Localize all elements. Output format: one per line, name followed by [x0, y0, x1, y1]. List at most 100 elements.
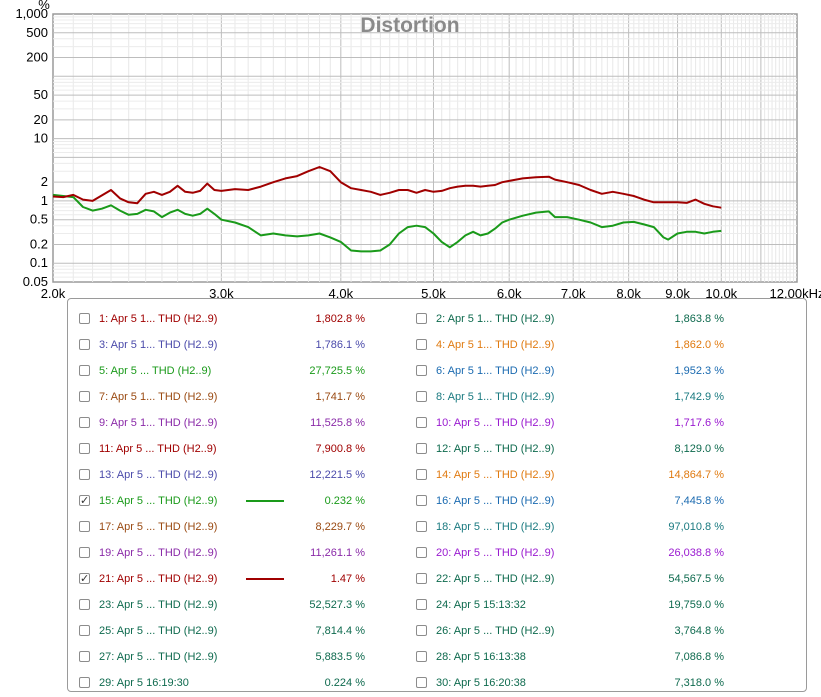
- legend-value: 3,764.8 %: [674, 625, 724, 637]
- legend-checkbox[interactable]: [416, 651, 427, 662]
- legend-item[interactable]: 30: Apr 5 16:20:38 7,318.0 %: [416, 673, 776, 693]
- legend-checkbox[interactable]: [79, 469, 90, 480]
- legend-value: 8,129.0 %: [674, 443, 724, 455]
- legend-checkbox[interactable]: ✓: [79, 573, 90, 585]
- legend-item[interactable]: 13: Apr 5 ... THD (H2..9) 12,221.5 %: [79, 465, 439, 485]
- legend-item[interactable]: 29: Apr 5 16:19:30 0.224 %: [79, 673, 439, 693]
- legend-checkbox[interactable]: [416, 521, 427, 532]
- legend-item[interactable]: 6: Apr 5 1... THD (H2..9) 1,952.3 %: [416, 361, 776, 381]
- legend-item[interactable]: 25: Apr 5 ... THD (H2..9) 7,814.4 %: [79, 621, 439, 641]
- legend-item[interactable]: 26: Apr 5 ... THD (H2..9) 3,764.8 %: [416, 621, 776, 641]
- legend-checkbox[interactable]: [416, 677, 427, 688]
- legend-value: 7,318.0 %: [674, 677, 724, 689]
- legend-value: 7,445.8 %: [674, 495, 724, 507]
- legend-item[interactable]: 27: Apr 5 ... THD (H2..9) 5,883.5 %: [79, 647, 439, 667]
- legend-item[interactable]: 7: Apr 5 1... THD (H2..9) 1,741.7 %: [79, 387, 439, 407]
- legend-checkbox[interactable]: [79, 547, 90, 558]
- legend-checkbox[interactable]: [416, 573, 427, 584]
- y-tick-label: 2: [41, 174, 48, 189]
- series-line-1: [52, 193, 722, 253]
- legend-checkbox[interactable]: [416, 469, 427, 480]
- legend-item[interactable]: 20: Apr 5 ... THD (H2..9) 26,038.8 %: [416, 543, 776, 563]
- legend-value: 0.232 %: [324, 495, 365, 507]
- legend-checkbox[interactable]: [79, 365, 90, 376]
- legend-value: 11,261.1 %: [310, 547, 365, 559]
- legend-checkbox[interactable]: [416, 313, 427, 324]
- legend-checkbox[interactable]: [416, 339, 427, 350]
- legend-label: 7: Apr 5 1... THD (H2..9): [99, 391, 218, 403]
- legend-checkbox[interactable]: [79, 313, 90, 324]
- legend-value: 1,863.8 %: [674, 313, 724, 325]
- grid: [53, 14, 797, 282]
- legend-checkbox[interactable]: [79, 339, 90, 350]
- legend-item[interactable]: 17: Apr 5 ... THD (H2..9) 8,229.7 %: [79, 517, 439, 537]
- legend-checkbox[interactable]: [416, 599, 427, 610]
- legend-checkbox[interactable]: [416, 443, 427, 454]
- legend-label: 11: Apr 5 ... THD (H2..9): [99, 443, 217, 455]
- x-tick-label: 9.0k: [665, 286, 690, 300]
- legend-label: 28: Apr 5 16:13:38: [436, 651, 526, 663]
- legend-item[interactable]: 22: Apr 5 ... THD (H2..9) 54,567.5 %: [416, 569, 776, 589]
- legend-checkbox[interactable]: [416, 495, 427, 506]
- legend-item[interactable]: ✓ 21: Apr 5 ... THD (H2..9) 1.47 %: [79, 569, 439, 589]
- legend-item[interactable]: 12: Apr 5 ... THD (H2..9) 8,129.0 %: [416, 439, 776, 459]
- legend-checkbox[interactable]: [416, 547, 427, 558]
- legend-checkbox[interactable]: ✓: [79, 495, 90, 507]
- legend-label: 1: Apr 5 1... THD (H2..9): [99, 313, 218, 325]
- legend-checkbox[interactable]: [79, 625, 90, 636]
- legend-value: 7,814.4 %: [315, 625, 365, 637]
- legend-checkbox[interactable]: [79, 391, 90, 402]
- legend-item[interactable]: 4: Apr 5 1... THD (H2..9) 1,862.0 %: [416, 335, 776, 355]
- legend-item[interactable]: 11: Apr 5 ... THD (H2..9) 7,900.8 %: [79, 439, 439, 459]
- legend-item[interactable]: 8: Apr 5 1... THD (H2..9) 1,742.9 %: [416, 387, 776, 407]
- legend-item[interactable]: 19: Apr 5 ... THD (H2..9) 11,261.1 %: [79, 543, 439, 563]
- x-tick-label: 8.0k: [616, 286, 641, 300]
- legend-checkbox[interactable]: [79, 417, 90, 428]
- legend-checkbox[interactable]: [79, 599, 90, 610]
- legend-checkbox[interactable]: [416, 417, 427, 428]
- legend-item[interactable]: 24: Apr 5 15:13:32 19,759.0 %: [416, 595, 776, 615]
- legend-checkbox[interactable]: [79, 443, 90, 454]
- y-tick-label: 1,000: [15, 6, 48, 21]
- legend-label: 2: Apr 5 1... THD (H2..9): [436, 313, 555, 325]
- legend-item[interactable]: 10: Apr 5 ... THD (H2..9) 1,717.6 %: [416, 413, 776, 433]
- legend-item[interactable]: 3: Apr 5 1... THD (H2..9) 1,786.1 %: [79, 335, 439, 355]
- legend-label: 17: Apr 5 ... THD (H2..9): [99, 521, 218, 533]
- legend-item[interactable]: 14: Apr 5 ... THD (H2..9) 14,864.7 %: [416, 465, 776, 485]
- legend-item[interactable]: 28: Apr 5 16:13:38 7,086.8 %: [416, 647, 776, 667]
- legend-label: 12: Apr 5 ... THD (H2..9): [436, 443, 555, 455]
- legend-checkbox[interactable]: [79, 521, 90, 532]
- y-tick-label: 0.05: [23, 274, 48, 289]
- legend-item[interactable]: 1: Apr 5 1... THD (H2..9) 1,802.8 %: [79, 309, 439, 329]
- y-tick-label: 500: [26, 25, 48, 40]
- legend-value: 26,038.8 %: [668, 547, 724, 559]
- legend-item[interactable]: 2: Apr 5 1... THD (H2..9) 1,863.8 %: [416, 309, 776, 329]
- y-tick-label: 1: [41, 193, 48, 208]
- legend-checkbox[interactable]: [79, 677, 90, 688]
- legend-value: 8,229.7 %: [315, 521, 365, 533]
- legend-label: 14: Apr 5 ... THD (H2..9): [436, 469, 555, 481]
- x-tick-label: 10.0k: [705, 286, 737, 300]
- series: [52, 166, 722, 253]
- legend-item[interactable]: 5: Apr 5 ... THD (H2..9) 27,725.5 %: [79, 361, 439, 381]
- y-tick-label: 0.5: [30, 212, 48, 227]
- y-tick-label: 20: [34, 112, 48, 127]
- legend-label: 18: Apr 5 ... THD (H2..9): [436, 521, 555, 533]
- legend-item[interactable]: ✓ 15: Apr 5 ... THD (H2..9) 0.232 %: [79, 491, 439, 511]
- legend-checkbox[interactable]: [416, 391, 427, 402]
- x-tick-label: 4.0k: [329, 286, 354, 300]
- legend-item[interactable]: 9: Apr 5 1... THD (H2..9) 11,525.8 %: [79, 413, 439, 433]
- legend-label: 9: Apr 5 1... THD (H2..9): [99, 417, 218, 429]
- legend-item[interactable]: 18: Apr 5 ... THD (H2..9) 97,010.8 %: [416, 517, 776, 537]
- y-axis-unit: %: [38, 0, 50, 12]
- legend-value: 1,802.8 %: [315, 313, 365, 325]
- legend-value: 7,086.8 %: [674, 651, 724, 663]
- legend-checkbox[interactable]: [416, 365, 427, 376]
- legend-value: 1,952.3 %: [674, 365, 724, 377]
- legend-value: 97,010.8 %: [668, 521, 724, 533]
- legend-checkbox[interactable]: [416, 625, 427, 636]
- legend-item[interactable]: 23: Apr 5 ... THD (H2..9) 52,527.3 %: [79, 595, 439, 615]
- legend-label: 26: Apr 5 ... THD (H2..9): [436, 625, 555, 637]
- legend-item[interactable]: 16: Apr 5 ... THD (H2..9) 7,445.8 %: [416, 491, 776, 511]
- legend-checkbox[interactable]: [79, 651, 90, 662]
